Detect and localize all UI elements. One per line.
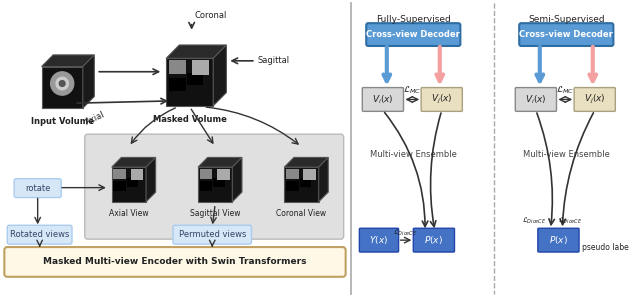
Text: Coronal: Coronal	[195, 11, 227, 20]
Text: $\mathcal{L}_{MC}$: $\mathcal{L}_{MC}$	[403, 85, 421, 96]
Polygon shape	[192, 60, 209, 75]
Polygon shape	[200, 168, 212, 179]
Text: Axial View: Axial View	[109, 209, 148, 218]
Text: Input Volume: Input Volume	[31, 117, 93, 126]
Polygon shape	[213, 45, 227, 106]
Text: $\mathcal{L}_{DiceCE}$: $\mathcal{L}_{DiceCE}$	[558, 216, 582, 226]
Polygon shape	[113, 181, 126, 191]
Text: $\mathcal{L}_{MC}$: $\mathcal{L}_{MC}$	[556, 85, 575, 96]
Text: rotate: rotate	[25, 184, 51, 193]
FancyBboxPatch shape	[84, 134, 344, 239]
Text: Permuted views: Permuted views	[179, 230, 246, 239]
Polygon shape	[113, 168, 126, 179]
Polygon shape	[83, 55, 94, 108]
Polygon shape	[300, 178, 311, 187]
Polygon shape	[284, 157, 328, 167]
Polygon shape	[131, 168, 143, 180]
Polygon shape	[127, 178, 138, 187]
Polygon shape	[166, 58, 213, 106]
Polygon shape	[284, 167, 319, 202]
Text: Cross-view Decoder: Cross-view Decoder	[366, 30, 460, 39]
Text: Coronal View: Coronal View	[276, 209, 326, 218]
Polygon shape	[112, 157, 156, 167]
Text: $V_j(x)$: $V_j(x)$	[431, 93, 452, 106]
Text: $\mathcal{L}_{DiceCE}$: $\mathcal{L}_{DiceCE}$	[522, 216, 546, 226]
FancyBboxPatch shape	[359, 228, 399, 252]
Text: Multi-view Ensemble: Multi-view Ensemble	[523, 150, 610, 159]
Polygon shape	[200, 181, 212, 191]
Text: Masked Volume: Masked Volume	[153, 115, 227, 124]
Polygon shape	[146, 157, 156, 202]
Circle shape	[60, 80, 65, 86]
Text: $P(x)$: $P(x)$	[424, 234, 444, 246]
FancyBboxPatch shape	[413, 228, 454, 252]
Text: $P(x)$: $P(x)$	[549, 234, 568, 246]
Text: $V_i(x)$: $V_i(x)$	[525, 93, 547, 106]
Circle shape	[56, 77, 68, 90]
FancyBboxPatch shape	[519, 23, 613, 46]
FancyBboxPatch shape	[574, 88, 615, 111]
Text: Axial: Axial	[84, 110, 107, 127]
Polygon shape	[188, 73, 203, 85]
Text: Sagittal View: Sagittal View	[190, 209, 241, 218]
FancyBboxPatch shape	[421, 88, 462, 111]
Text: $V_i(x)$: $V_i(x)$	[372, 93, 394, 106]
Polygon shape	[319, 157, 328, 202]
Text: Semi-Supervised: Semi-Supervised	[528, 15, 605, 24]
Polygon shape	[303, 168, 316, 180]
Polygon shape	[112, 167, 146, 202]
Circle shape	[51, 72, 74, 95]
Polygon shape	[166, 45, 227, 58]
Polygon shape	[42, 66, 83, 108]
FancyBboxPatch shape	[4, 247, 346, 277]
Text: Masked Multi-view Encoder with Swin Transformers: Masked Multi-view Encoder with Swin Tran…	[44, 257, 307, 266]
FancyBboxPatch shape	[14, 179, 61, 198]
FancyBboxPatch shape	[173, 225, 252, 244]
Text: Rotated views: Rotated views	[10, 230, 69, 239]
FancyBboxPatch shape	[366, 23, 460, 46]
Polygon shape	[232, 157, 242, 202]
Polygon shape	[286, 168, 299, 179]
Text: Fully-Supervised: Fully-Supervised	[376, 15, 451, 24]
FancyBboxPatch shape	[538, 228, 579, 252]
Polygon shape	[217, 168, 230, 180]
FancyBboxPatch shape	[515, 88, 557, 111]
Polygon shape	[214, 178, 225, 187]
Polygon shape	[168, 78, 186, 91]
Text: pseudo labe: pseudo labe	[582, 243, 628, 252]
Polygon shape	[198, 167, 232, 202]
Text: $Y(x)$: $Y(x)$	[369, 234, 388, 246]
FancyBboxPatch shape	[362, 88, 403, 111]
Polygon shape	[168, 60, 186, 74]
Text: Multi-view Ensemble: Multi-view Ensemble	[370, 150, 457, 159]
Text: Cross-view Decoder: Cross-view Decoder	[519, 30, 613, 39]
Polygon shape	[198, 157, 242, 167]
Text: $\mathcal{L}_{DiceCE}$: $\mathcal{L}_{DiceCE}$	[394, 228, 417, 238]
FancyBboxPatch shape	[7, 225, 72, 244]
Polygon shape	[286, 181, 299, 191]
Text: $V_j(x)$: $V_j(x)$	[584, 93, 605, 106]
Text: Sagittal: Sagittal	[258, 56, 290, 65]
Polygon shape	[42, 55, 94, 66]
